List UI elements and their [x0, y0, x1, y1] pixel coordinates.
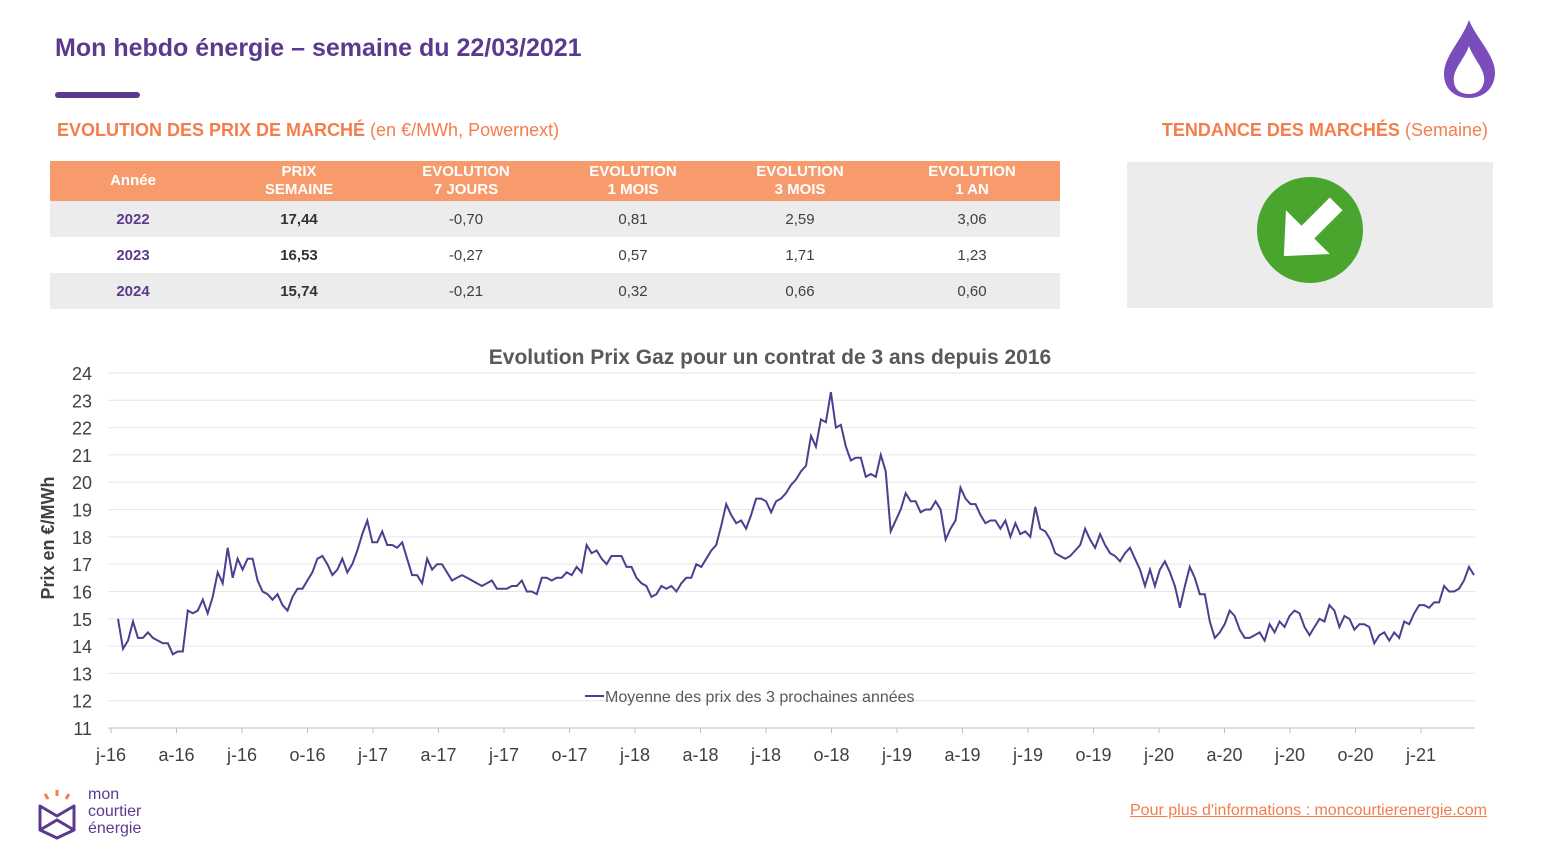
price-table: Année PRIX SEMAINE EVOLUTION 7 JOURS EVOLU…: [50, 161, 1060, 309]
evolution-cell: -0,27: [382, 237, 550, 273]
y-tick-label: 14: [72, 637, 92, 657]
company-logo-text: mon courtier énergie: [88, 786, 141, 837]
trend-panel: [1127, 162, 1493, 308]
table-row: 2023 16,53 -0,27 0,57 1,71 1,23: [50, 237, 1060, 273]
evolution-cell: 3,06: [884, 201, 1060, 237]
logo-line: mon: [88, 786, 120, 803]
table-row: 2024 15,74 -0,21 0,32 0,66 0,60: [50, 273, 1060, 309]
x-tick-labels: j-16 a-16 j-16 o-16 j-17 a-17 j-17 o-17 j-18 a-18…: [95, 728, 1436, 765]
legend-label: Moyenne des prix des 3 prochaines années: [605, 689, 915, 706]
price-cell: 15,74: [216, 273, 382, 309]
evolution-cell: 0,57: [550, 237, 716, 273]
x-tick-label: j-20: [1143, 745, 1174, 765]
y-tick-label: 23: [72, 391, 92, 411]
x-tick-label: a-17: [420, 745, 456, 765]
x-tick-label: o-17: [551, 745, 587, 765]
evolution-cell: -0,21: [382, 273, 550, 309]
evolution-cell: 0,32: [550, 273, 716, 309]
x-tick-label: j-21: [1405, 745, 1436, 765]
column-header: EVOLUTION 7 JOURS: [382, 161, 550, 201]
year-cell: 2023: [50, 237, 216, 273]
price-cell: 17,44: [216, 201, 382, 237]
x-tick-label: o-20: [1337, 745, 1373, 765]
x-tick-label: j-20: [1274, 745, 1305, 765]
evolution-cell: 2,59: [716, 201, 884, 237]
price-cell: 16,53: [216, 237, 382, 273]
table-header-row: Année PRIX SEMAINE EVOLUTION 7 JOURS EVOLU…: [50, 161, 1060, 201]
year-cell: 2024: [50, 273, 216, 309]
market-title-light: (en €/MWh, Powernext): [370, 120, 560, 140]
x-tick-label: j-17: [488, 745, 519, 765]
logo-line: courtier: [88, 803, 142, 820]
y-tick-label: 21: [72, 446, 92, 466]
trend-title-light: (Semaine): [1404, 120, 1488, 140]
market-title-bold: EVOLUTION DES PRIX DE MARCHÉ: [57, 120, 366, 140]
evolution-cell: 0,81: [550, 201, 716, 237]
evolution-cell: 0,66: [716, 273, 884, 309]
y-tick-label: 22: [72, 419, 92, 439]
y-tick-label: 24: [72, 364, 92, 384]
y-tick-label: 19: [72, 501, 92, 521]
y-tick-label: 15: [72, 610, 92, 630]
x-tick-label: a-16: [158, 745, 194, 765]
y-tick-label: 16: [72, 582, 92, 602]
x-tick-label: o-18: [813, 745, 849, 765]
flame-icon: [1444, 20, 1496, 98]
down-right-arrow-icon: [1257, 177, 1363, 283]
chart-title: Evolution Prix Gaz pour un contrat de 3 …: [489, 346, 1051, 369]
y-tick-labels: 24 23 22 21 20 19 18 17 16 15 14 13 12 11: [72, 364, 92, 739]
page-title: Mon hebdo énergie – semaine du 22/03/202…: [55, 34, 582, 62]
x-tick-label: o-16: [289, 745, 325, 765]
title-underline: [55, 92, 140, 98]
year-cell: 2022: [50, 201, 216, 237]
price-chart: Evolution Prix Gaz pour un contrat de 3 …: [38, 346, 1475, 765]
logo-line: énergie: [88, 820, 142, 837]
y-tick-label: 20: [72, 473, 92, 493]
evolution-cell: -0,70: [382, 201, 550, 237]
column-header: EVOLUTION 1 AN: [884, 161, 1060, 201]
evolution-cell: 1,23: [884, 237, 1060, 273]
chart-legend: Moyenne des prix des 3 prochaines années: [585, 689, 915, 706]
column-header: EVOLUTION 3 MOIS: [716, 161, 884, 201]
evolution-cell: 0,60: [884, 273, 1060, 309]
y-tick-label: 18: [72, 528, 92, 548]
x-tick-label: j-18: [750, 745, 781, 765]
x-tick-label: j-19: [881, 745, 912, 765]
x-tick-label: a-20: [1206, 745, 1242, 765]
y-tick-label: 12: [72, 692, 92, 712]
market-section-title: EVOLUTION DES PRIX DE MARCHÉ (en €/MWh, …: [57, 120, 559, 141]
trend-section-title: TENDANCE DES MARCHÉS (Semaine): [1162, 120, 1488, 141]
x-tick-label: j-19: [1012, 745, 1043, 765]
company-logo-icon: [38, 790, 76, 840]
y-axis-label: Prix en €/MWh: [38, 476, 58, 599]
grid-lines: [108, 372, 1475, 729]
column-header: PRIX SEMAINE: [216, 161, 382, 201]
x-tick-label: a-19: [944, 745, 980, 765]
x-tick-label: j-17: [357, 745, 388, 765]
column-header: EVOLUTION 1 MOIS: [550, 161, 716, 201]
y-tick-label: 11: [73, 719, 92, 739]
x-tick-label: j-18: [619, 745, 650, 765]
trend-title-bold: TENDANCE DES MARCHÉS: [1161, 120, 1400, 140]
y-tick-label: 17: [72, 555, 92, 575]
x-tick-label: j-16: [95, 745, 126, 765]
column-header: Année: [50, 161, 216, 201]
x-tick-label: a-18: [682, 745, 718, 765]
more-info-link[interactable]: Pour plus d'informations : moncourtieren…: [1130, 802, 1487, 819]
table-row: 2022 17,44 -0,70 0,81 2,59 3,06: [50, 201, 1060, 237]
evolution-cell: 1,71: [716, 237, 884, 273]
series-line: [117, 391, 1475, 656]
x-tick-label: o-19: [1075, 745, 1111, 765]
x-tick-label: j-16: [226, 745, 257, 765]
y-tick-label: 13: [72, 664, 92, 684]
